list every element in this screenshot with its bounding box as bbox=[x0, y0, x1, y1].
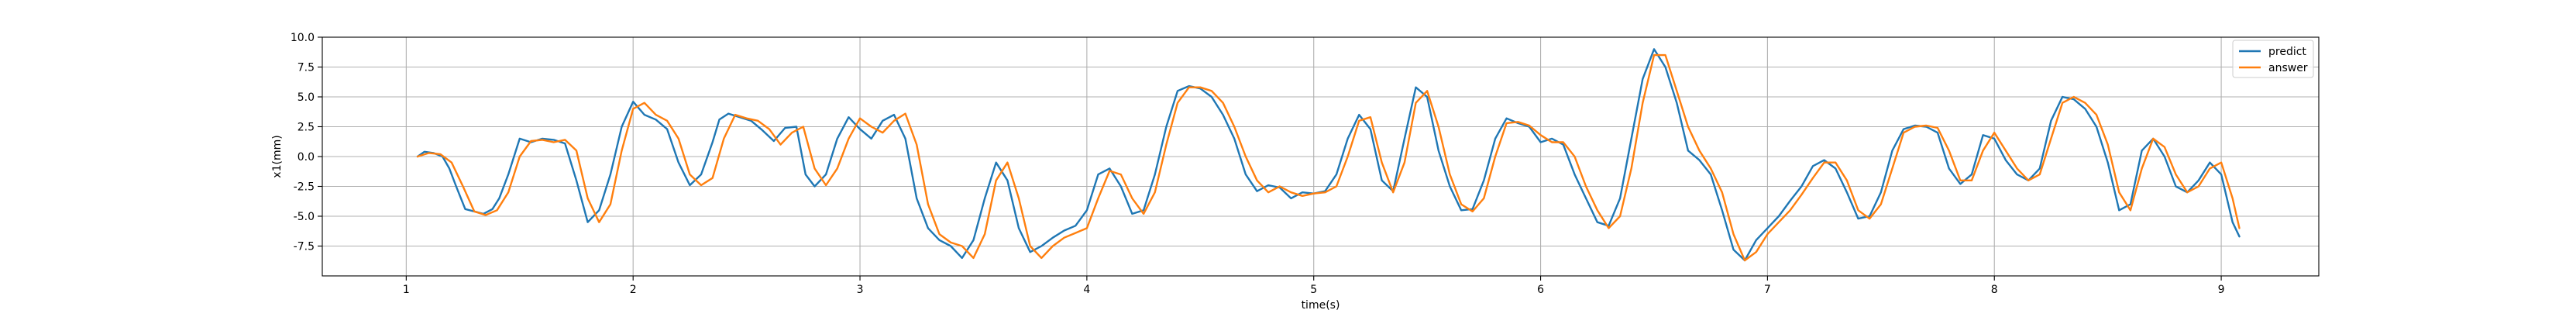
y-tick-label: 10.0 bbox=[291, 32, 315, 44]
y-tick-label: 7.5 bbox=[297, 62, 315, 74]
legend: predict answer bbox=[2232, 40, 2314, 78]
series-lines bbox=[416, 48, 2241, 262]
x-tick-label: 7 bbox=[1764, 284, 1771, 296]
x-tick-label: 5 bbox=[1310, 284, 1317, 296]
y-tick-label: -7.5 bbox=[294, 241, 315, 253]
y-axis-label: x1(mm) bbox=[271, 135, 284, 177]
legend-label-predict: predict bbox=[2268, 46, 2306, 58]
y-tick-label: 5.0 bbox=[297, 91, 315, 104]
x-tick-label: 1 bbox=[403, 284, 410, 296]
grid-lines bbox=[322, 36, 2319, 276]
x-tick-label: 6 bbox=[1537, 284, 1544, 296]
x-tick-label: 2 bbox=[630, 284, 637, 296]
series-line-answer bbox=[416, 53, 2241, 262]
y-tick-label: 2.5 bbox=[297, 122, 315, 134]
y-tick-label: -2.5 bbox=[294, 181, 315, 194]
x-axis-label: time(s) bbox=[1302, 299, 1340, 310]
x-tick-label: 3 bbox=[857, 284, 864, 296]
legend-label-answer: answer bbox=[2268, 62, 2308, 74]
series-line-predict bbox=[416, 48, 2241, 262]
y-tick-label: -5.0 bbox=[294, 211, 315, 223]
y-tick-label: 0.0 bbox=[297, 151, 315, 164]
x-tick-label: 9 bbox=[2218, 284, 2225, 296]
x-tick-label: 4 bbox=[1083, 284, 1090, 296]
x-tick-label: 8 bbox=[1991, 284, 1998, 296]
axis-ticks: 1 2 3 4 5 6 7 8 9 10.0 7.5 5.0 2.5 0.0 -2.5 -5.0 -7.5 bbox=[291, 32, 2225, 296]
